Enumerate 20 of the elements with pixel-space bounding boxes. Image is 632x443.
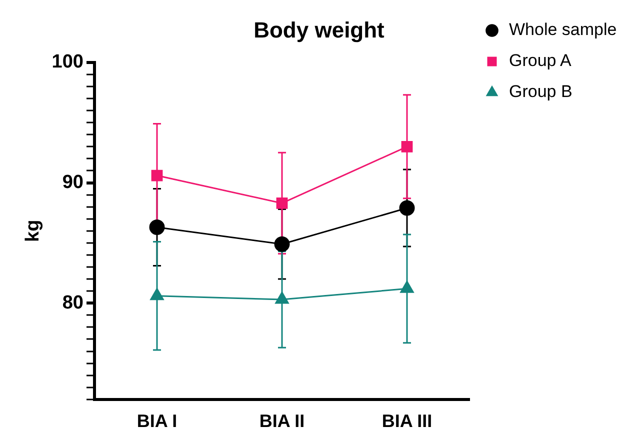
legend-label: Group A: [509, 51, 572, 70]
point: [401, 140, 413, 152]
point: [149, 220, 165, 236]
y-axis-title: kg: [22, 220, 44, 242]
point: [274, 236, 290, 252]
point: [276, 198, 288, 209]
x-tick-label: BIA I: [136, 411, 178, 432]
point: [400, 280, 414, 293]
point: [275, 292, 289, 304]
y-tick-label: 80: [62, 292, 84, 314]
x-tick-label: BIA II: [259, 411, 305, 432]
chart-title: Body weight: [254, 17, 386, 42]
point: [150, 288, 164, 300]
y-tick-label: 100: [52, 52, 84, 73]
y-tick-label: 90: [62, 172, 84, 193]
point: [151, 170, 163, 182]
x-tick-label: BIA III: [382, 411, 432, 432]
legend-label: Whole sample: [509, 20, 617, 40]
point: [399, 200, 415, 216]
legend-label: Group B: [509, 82, 572, 102]
